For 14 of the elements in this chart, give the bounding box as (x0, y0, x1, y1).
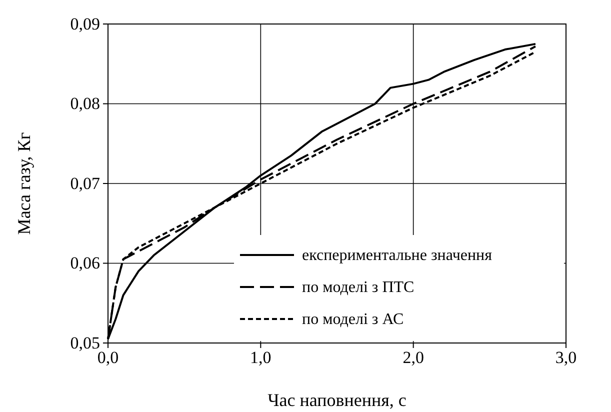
legend-label: по моделі з ПТС (302, 279, 414, 296)
y-tick-label: 0,09 (70, 14, 100, 34)
y-axis-title: Маса газу, Кг (14, 132, 34, 235)
y-tick-label: 0,07 (70, 174, 100, 193)
legend-label: по моделі з АС (302, 311, 404, 328)
x-tick-label: 0,0 (97, 348, 119, 368)
x-tick-label: 1,0 (250, 348, 272, 368)
y-tick-label: 0,08 (70, 94, 100, 114)
x-axis-title: Час наповнення, с (268, 390, 406, 410)
x-tick-label: 2,0 (402, 348, 424, 368)
y-tick-label: 0,05 (70, 333, 100, 352)
y-tick-label: 0,06 (70, 254, 100, 273)
x-tick-label: 3,0 (555, 348, 577, 368)
legend-label: експериментальне значення (302, 247, 493, 264)
